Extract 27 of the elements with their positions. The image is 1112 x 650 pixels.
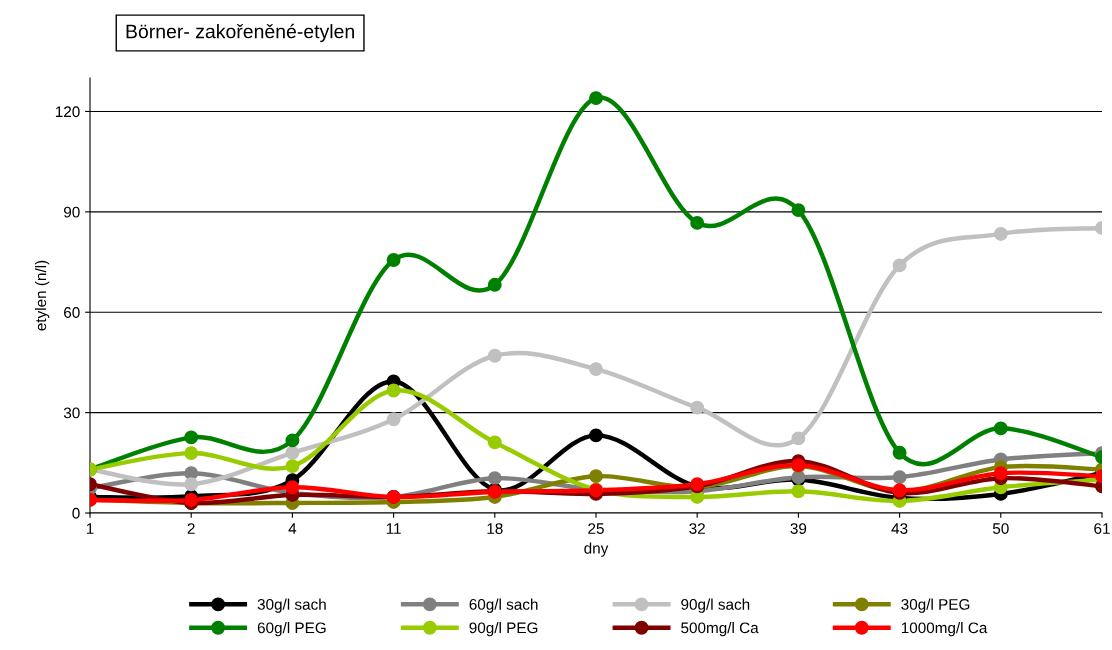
legend-label: 30g/l sach bbox=[257, 598, 326, 613]
y-tick-label: 90 bbox=[64, 206, 80, 218]
legend-label: 60g/l sach bbox=[469, 598, 538, 613]
legend-label: 1000mg/l Ca bbox=[901, 622, 988, 637]
y-tick-label: 30 bbox=[63, 407, 80, 419]
legend-label: 500mg/l Ca bbox=[681, 622, 759, 637]
y-tick-label: 60 bbox=[64, 307, 80, 318]
y-tick-label: 120 bbox=[55, 106, 80, 118]
legend-label: 90g/l PEG bbox=[469, 622, 538, 637]
chart-title: Börner- zakořeněné-etylen bbox=[126, 23, 354, 43]
x-tick-label: 43 bbox=[891, 523, 908, 534]
x-tick-label: 39 bbox=[790, 523, 807, 534]
x-tick-label: 61 bbox=[1094, 523, 1110, 534]
legend-label: 90g/l sach bbox=[681, 598, 750, 613]
y-tick-label: 0 bbox=[72, 507, 80, 519]
legend-label: 30g/l PEG bbox=[901, 598, 970, 613]
legend-label: 60g/l PEG bbox=[257, 622, 326, 637]
x-tick-label: 2 bbox=[187, 523, 195, 534]
x-tick-label: 25 bbox=[588, 523, 604, 534]
y-axis-title: etylen (n/l) bbox=[34, 260, 50, 331]
x-tick-label: 11 bbox=[386, 523, 401, 534]
x-axis-title: dny bbox=[584, 542, 609, 557]
x-tick-label: 4 bbox=[288, 523, 297, 534]
x-tick-label: 1 bbox=[86, 523, 94, 534]
x-tick-label: 32 bbox=[689, 523, 705, 534]
x-tick-label: 50 bbox=[992, 523, 1009, 534]
x-tick-label: 18 bbox=[487, 523, 503, 534]
